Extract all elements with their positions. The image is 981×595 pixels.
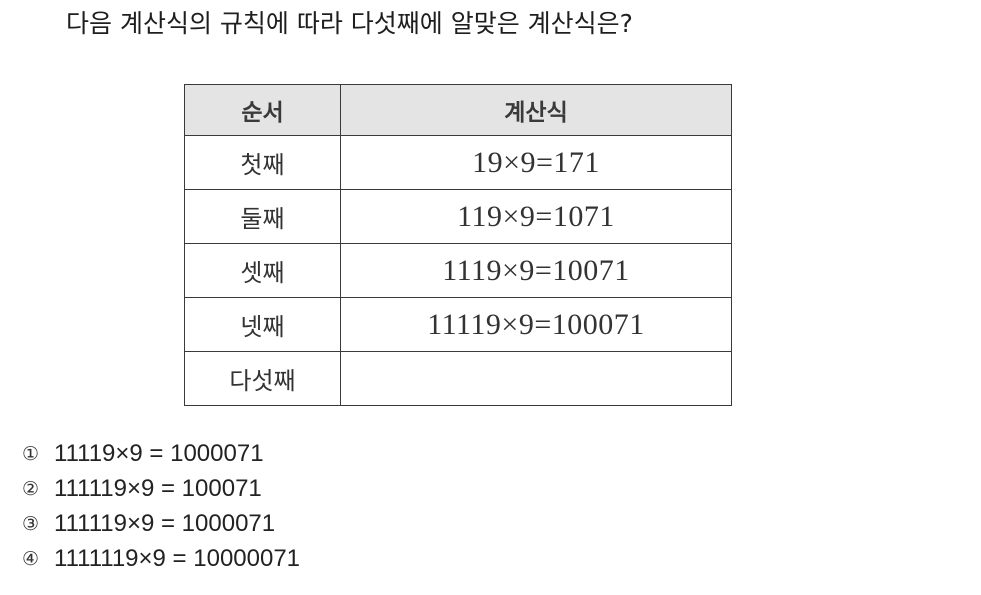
- choice-4[interactable]: ④ 1111119×9 = 10000071: [22, 541, 300, 576]
- table-row: 둘째 119×9=1071: [184, 189, 732, 244]
- row-expression: 1119×9=10071: [340, 243, 732, 298]
- row-label: 다섯째: [184, 351, 341, 406]
- row-label: 첫째: [184, 135, 341, 190]
- row-expression: 11119×9=100071: [340, 297, 732, 352]
- table-row: 넷째 11119×9=100071: [184, 297, 732, 352]
- row-expression: 19×9=171: [340, 135, 732, 190]
- header-order: 순서: [184, 84, 341, 136]
- table-row: 셋째 1119×9=10071: [184, 243, 732, 298]
- row-expression: 119×9=1071: [340, 189, 732, 244]
- row-label: 넷째: [184, 297, 341, 352]
- choice-text: 111119×9 = 1000071: [54, 509, 276, 537]
- choice-number: ②: [22, 477, 40, 500]
- choice-text: 11119×9 = 1000071: [54, 439, 264, 467]
- header-expression: 계산식: [340, 84, 732, 136]
- choice-number: ③: [22, 512, 40, 535]
- row-label: 셋째: [184, 243, 341, 298]
- table-row: 첫째 19×9=171: [184, 135, 732, 190]
- choice-number: ①: [22, 442, 40, 465]
- question-text: 다음 계산식의 규칙에 따라 다섯째에 알맞은 계산식은?: [66, 9, 633, 38]
- choice-text: 111119×9 = 100071: [54, 474, 262, 502]
- row-label: 둘째: [184, 189, 341, 244]
- choice-3[interactable]: ③ 111119×9 = 1000071: [22, 506, 300, 541]
- table-header-row: 순서 계산식: [184, 84, 732, 136]
- answer-choices: ① 11119×9 = 1000071 ② 111119×9 = 100071 …: [22, 436, 300, 576]
- row-expression-blank: [340, 351, 732, 406]
- pattern-table: 순서 계산식 첫째 19×9=171 둘째 119×9=1071 셋째 1119…: [184, 84, 732, 406]
- choice-1[interactable]: ① 11119×9 = 1000071: [22, 436, 300, 471]
- choice-text: 1111119×9 = 10000071: [54, 544, 301, 572]
- choice-2[interactable]: ② 111119×9 = 100071: [22, 471, 300, 506]
- table-row: 다섯째: [184, 351, 732, 406]
- choice-number: ④: [22, 547, 40, 570]
